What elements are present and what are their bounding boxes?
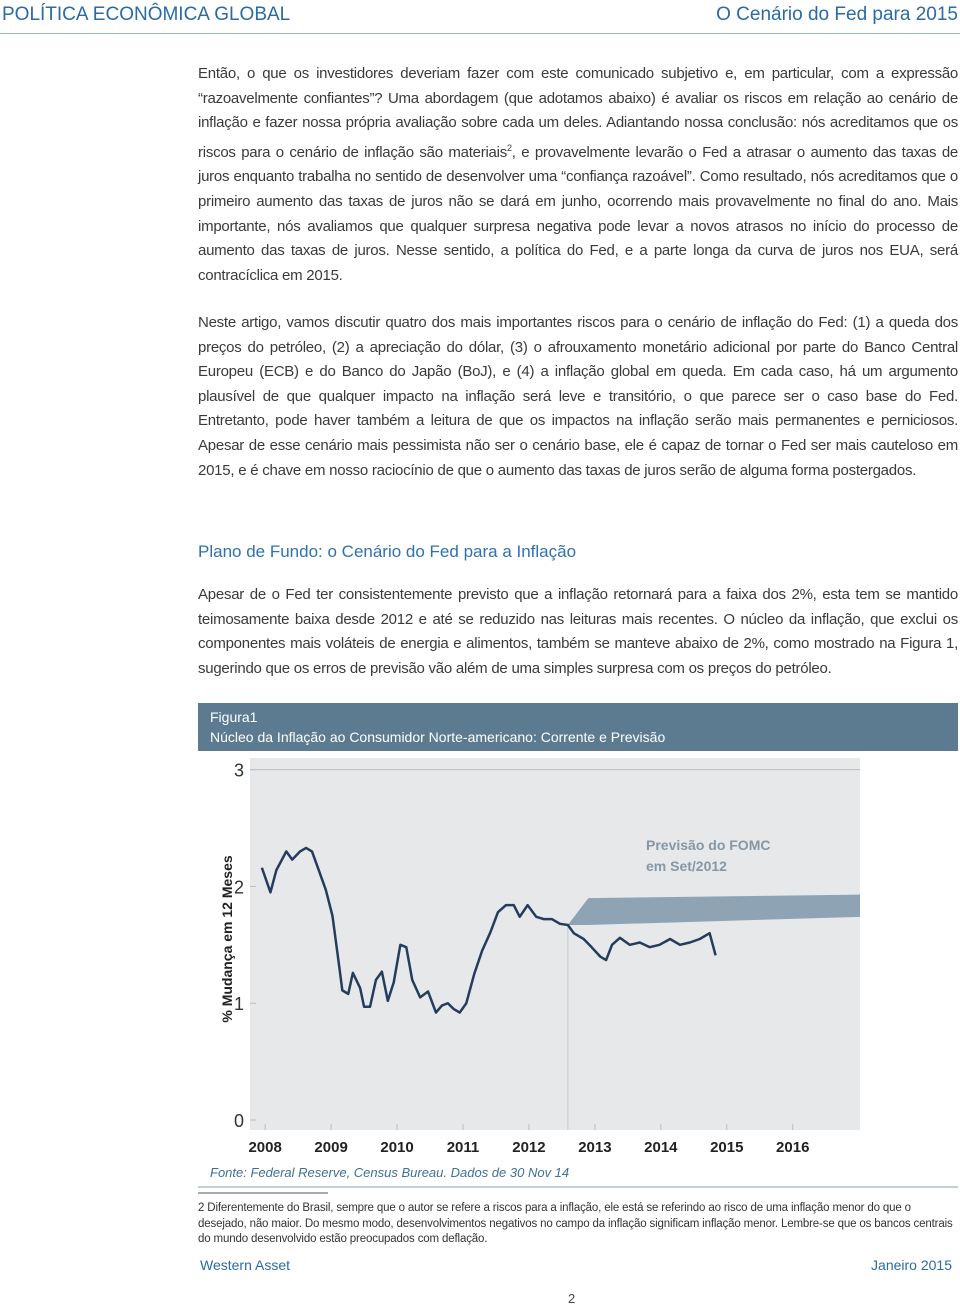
text: Então, o que os investidores deveriam fa… [198,65,958,161]
forecast-band [567,894,860,925]
paragraph: Apesar de o Fed ter consistentemente pre… [198,586,958,677]
header-right: O Cenário do Fed para 2015 [716,4,958,25]
source: Fonte: Federal Reserve, Census Bureau. D… [210,1165,569,1180]
header-left: POLÍTICA ECONÔMICA GLOBAL [2,4,291,25]
x-tick-label: 2009 [314,1139,347,1156]
x-tick-label: 2011 [447,1139,480,1156]
x-tick-label: 2010 [380,1139,413,1156]
section-heading: Plano de Fundo: o Cenário do Fed para a … [198,542,577,561]
y-axis-label: % Mudança em 12 Meses [219,855,235,1023]
x-tick-label: 2016 [776,1139,809,1156]
page-number: 2 [568,1291,576,1306]
plot: 0 1 2 3 2008 2009 2010 2011 2012 2013 2014 2015 2016… [210,758,860,1180]
plot-area [250,758,860,1130]
y-tick-label: 3 [234,761,244,781]
header-rule [0,33,960,34]
footnote-ref: 2 [506,142,512,153]
footnote: 2 Diferentemente do Brasil, sempre que o… [198,1201,958,1248]
figure-header [198,703,958,751]
x-tick-label: 2013 [578,1139,611,1156]
y-tick-label: 1 [234,994,244,1014]
figure-label: Figura1 [210,709,258,725]
footer-left: Western Asset [200,1257,291,1273]
footnote-text: Diferentemente do Brasil, sempre que o a… [198,1202,953,1245]
y-tick-label: 2 [234,877,244,897]
footnote-number: 2 [198,1202,205,1214]
x-tick-label: 2008 [248,1139,281,1156]
x-tick-label: 2015 [710,1139,743,1156]
paragraph: Neste artigo, vamos discutir quatro dos … [198,314,958,479]
chart-title: Núcleo da Inflação ao Consumidor Norte-a… [210,729,665,745]
y-tick-label: 0 [234,1111,244,1131]
paragraph: Então, o que os investidores deveriam fa… [198,62,958,288]
footer-right: Janeiro 2015 [871,1257,952,1273]
text: , e provavelmente levarão o Fed a atrasa… [198,143,959,284]
x-tick-label: 2014 [644,1139,678,1156]
x-tick-label: 2012 [512,1139,545,1156]
annotation: Previsão do FOMC [646,837,770,853]
line-series [260,846,717,1014]
annotation: em Set/2012 [646,858,727,874]
